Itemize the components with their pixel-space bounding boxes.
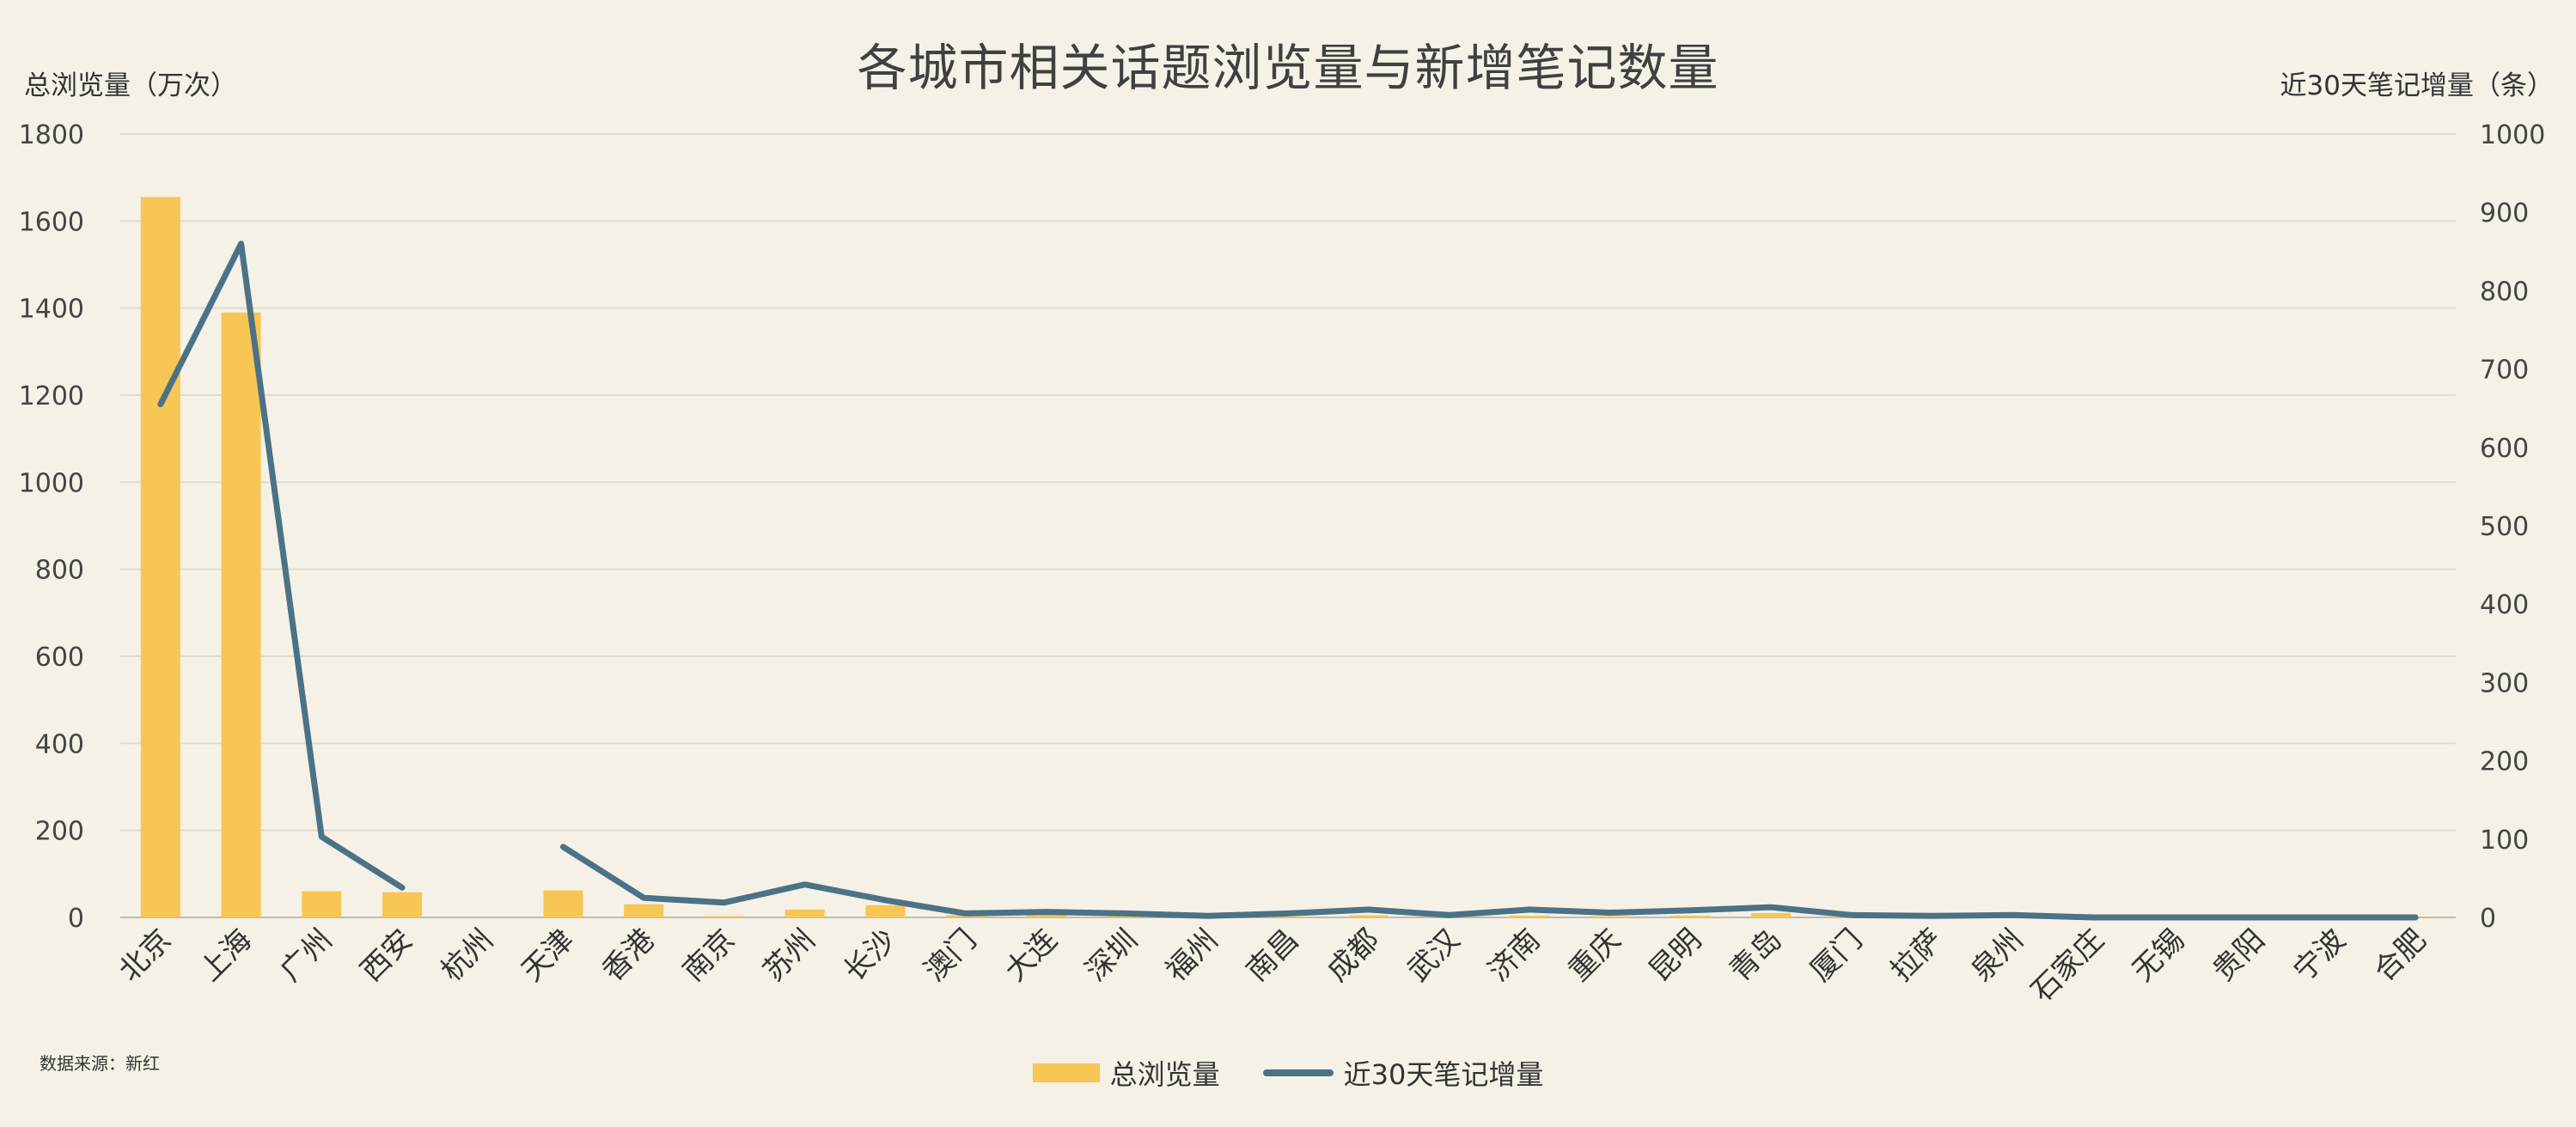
x-axis-tick-label: 成都 [1321, 923, 1386, 988]
x-axis-tick-label: 南京 [676, 923, 742, 988]
line-series-segment [157, 241, 406, 891]
x-axis-tick-label: 香港 [595, 923, 661, 988]
left-axis-title: 总浏览量（万次） [24, 70, 237, 101]
bar-天津 [543, 890, 583, 917]
x-axis-tick-label: 天津 [515, 923, 580, 988]
x-axis-tick-label: 北京 [113, 923, 178, 988]
legend-item-bar[interactable]: 总浏览量 [1032, 1053, 1220, 1093]
x-axis-tick-label: 武汉 [1401, 923, 1466, 988]
x-axis-tick-label: 福州 [1159, 923, 1224, 988]
bar-昆明 [1670, 915, 1711, 917]
x-axis-tick-label: 大连 [998, 923, 1064, 988]
data-source-note: 数据来源：新红 [40, 1053, 160, 1074]
left-axis-tick-label: 1200 [19, 381, 84, 411]
x-axis-tick-label: 长沙 [837, 923, 902, 988]
bar-长沙 [865, 905, 906, 917]
x-axis-tick-label: 石家庄 [2024, 923, 2110, 1008]
bar-广州 [302, 891, 342, 917]
right-axis-tick-label: 200 [2480, 747, 2529, 777]
right-axis-tick-label: 500 [2480, 512, 2529, 542]
left-axis-tick-label: 400 [35, 729, 84, 759]
bar-成都 [1348, 915, 1389, 917]
right-axis-title: 近30天笔记增量（条） [2280, 70, 2554, 101]
legend-swatch-line [1262, 1069, 1334, 1076]
left-axis-tick-label: 1600 [19, 207, 84, 237]
bar-北京 [140, 197, 180, 917]
right-axis-tick-label: 0 [2480, 904, 2496, 934]
x-axis-tick-label: 合肥 [2367, 923, 2433, 988]
right-axis-tick-label: 100 [2480, 825, 2529, 856]
legend-label-line: 近30天笔记增量 [1343, 1058, 1544, 1091]
x-axis-tick-label: 拉萨 [1884, 923, 1950, 988]
left-axis-tick-label: 1000 [19, 468, 84, 498]
x-axis-tick-label: 无锡 [2126, 923, 2191, 988]
legend-swatch-bar [1032, 1063, 1100, 1082]
right-axis-tick-label: 800 [2480, 277, 2529, 307]
x-axis-tick-label: 广州 [273, 923, 339, 988]
bar-香港 [624, 904, 664, 917]
legend-label-bar: 总浏览量 [1109, 1058, 1220, 1091]
x-axis-tick-label: 苏州 [757, 923, 822, 988]
x-axis-tick-label: 杭州 [435, 923, 500, 988]
line-series-segment [560, 844, 2419, 921]
x-axis-tick-label: 澳门 [918, 923, 983, 988]
left-axis-tick-label: 0 [68, 904, 84, 934]
left-axis-tick-label: 200 [35, 817, 84, 847]
x-axis-tick-label: 泉州 [1965, 923, 2030, 988]
x-axis-tick-label: 深圳 [1079, 923, 1145, 988]
x-axis-tick-label: 西安 [354, 923, 419, 988]
bar-西安 [382, 892, 423, 917]
bar-济南 [1510, 915, 1550, 917]
right-axis-tick-label: 900 [2480, 198, 2529, 228]
x-axis-tick-label: 青岛 [1723, 923, 1788, 988]
right-axis-tick-label: 1000 [2480, 120, 2545, 150]
left-axis-tick-label: 1400 [19, 295, 84, 325]
x-axis-tick-label: 宁波 [2286, 923, 2352, 988]
x-axis-tick-label: 昆明 [1643, 923, 1708, 988]
x-axis-tick-label: 厦门 [1804, 923, 1869, 988]
legend-item-line[interactable]: 近30天笔记增量 [1262, 1053, 1544, 1093]
x-axis-tick-label: 南昌 [1240, 923, 1305, 988]
bar-南京 [704, 916, 744, 917]
right-axis-tick-label: 400 [2480, 590, 2529, 620]
legend: 总浏览量 近30天笔记增量 [0, 1053, 2576, 1093]
bar-大连 [1026, 913, 1066, 917]
x-axis-tick-label: 济南 [1481, 923, 1547, 988]
right-axis-tick-label: 300 [2480, 668, 2529, 698]
bar-上海 [221, 312, 261, 917]
bar-苏州 [784, 909, 825, 917]
x-axis-tick-label: 贵阳 [2207, 923, 2272, 988]
x-axis-tick-label: 重庆 [1562, 923, 1627, 988]
chart-title: 各城市相关话题浏览量与新增笔记数量 [857, 39, 1719, 97]
bar-重庆 [1590, 916, 1630, 917]
left-axis-tick-label: 600 [35, 643, 84, 673]
left-axis-tick-label: 800 [35, 556, 84, 586]
right-axis-tick-label: 700 [2480, 356, 2529, 386]
right-axis-tick-label: 600 [2480, 434, 2529, 464]
bar-青岛 [1751, 912, 1792, 917]
x-axis-tick-label: 上海 [193, 923, 259, 988]
left-axis-tick-label: 1800 [19, 120, 84, 150]
